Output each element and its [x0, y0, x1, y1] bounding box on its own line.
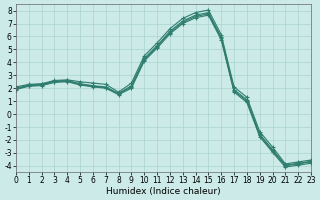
X-axis label: Humidex (Indice chaleur): Humidex (Indice chaleur): [106, 187, 221, 196]
